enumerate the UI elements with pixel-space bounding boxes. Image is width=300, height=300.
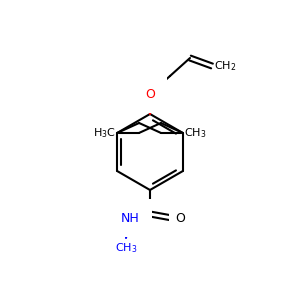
Text: NH: NH — [121, 212, 140, 224]
Text: O: O — [175, 212, 185, 224]
Text: CH$_3$: CH$_3$ — [115, 241, 137, 255]
Text: CH$_3$: CH$_3$ — [184, 126, 207, 140]
Text: O: O — [145, 88, 155, 100]
Text: CH$_2$: CH$_2$ — [214, 59, 236, 73]
Text: H$_3$C: H$_3$C — [93, 126, 116, 140]
